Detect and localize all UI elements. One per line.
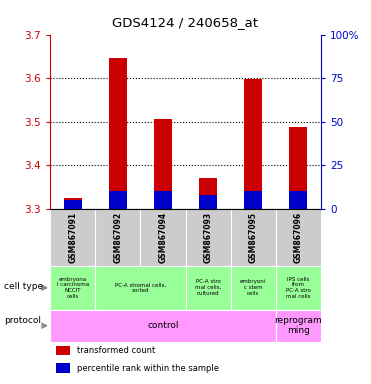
Text: transformed count: transformed count: [77, 346, 155, 355]
Bar: [186, 266, 231, 310]
Text: cell type: cell type: [4, 281, 43, 291]
Bar: [276, 266, 321, 310]
Bar: [154, 191, 172, 209]
Bar: [276, 310, 321, 341]
Text: PC-A stro
mal cells,
cultured: PC-A stro mal cells, cultured: [195, 280, 221, 296]
Bar: [95, 266, 186, 310]
Text: embryoni
c stem
cells: embryoni c stem cells: [240, 280, 266, 296]
Text: GSM867093: GSM867093: [204, 212, 213, 263]
Text: GSM867094: GSM867094: [158, 212, 167, 263]
Text: control: control: [147, 321, 179, 330]
Bar: [64, 200, 82, 209]
Text: embryona
l carcinoma
NCCIT
cells: embryona l carcinoma NCCIT cells: [56, 276, 89, 299]
Bar: [186, 209, 231, 266]
Bar: [289, 127, 308, 209]
Text: GDS4124 / 240658_at: GDS4124 / 240658_at: [112, 16, 259, 29]
Bar: [140, 209, 186, 266]
Bar: [244, 79, 262, 209]
Bar: [109, 58, 127, 209]
Text: GSM867095: GSM867095: [249, 212, 258, 263]
Bar: [95, 209, 140, 266]
Bar: [50, 209, 95, 266]
Bar: [56, 346, 70, 356]
Text: percentile rank within the sample: percentile rank within the sample: [77, 364, 219, 372]
Bar: [64, 198, 82, 209]
Text: PC-A stromal cells,
sorted: PC-A stromal cells, sorted: [115, 282, 166, 293]
Bar: [50, 266, 95, 310]
Bar: [56, 363, 70, 373]
Text: protocol: protocol: [4, 316, 41, 325]
Text: GSM867096: GSM867096: [294, 212, 303, 263]
Bar: [231, 209, 276, 266]
Text: reprogram
ming: reprogram ming: [275, 316, 322, 335]
Bar: [109, 191, 127, 209]
Bar: [244, 191, 262, 209]
Text: GSM867091: GSM867091: [68, 212, 77, 263]
Text: IPS cells
from
PC-A stro
mal cells: IPS cells from PC-A stro mal cells: [286, 276, 311, 299]
Text: GSM867092: GSM867092: [113, 212, 122, 263]
Bar: [50, 310, 276, 341]
Bar: [231, 266, 276, 310]
Bar: [154, 119, 172, 209]
Bar: [276, 209, 321, 266]
Bar: [199, 195, 217, 209]
Bar: [199, 178, 217, 209]
Bar: [289, 191, 308, 209]
